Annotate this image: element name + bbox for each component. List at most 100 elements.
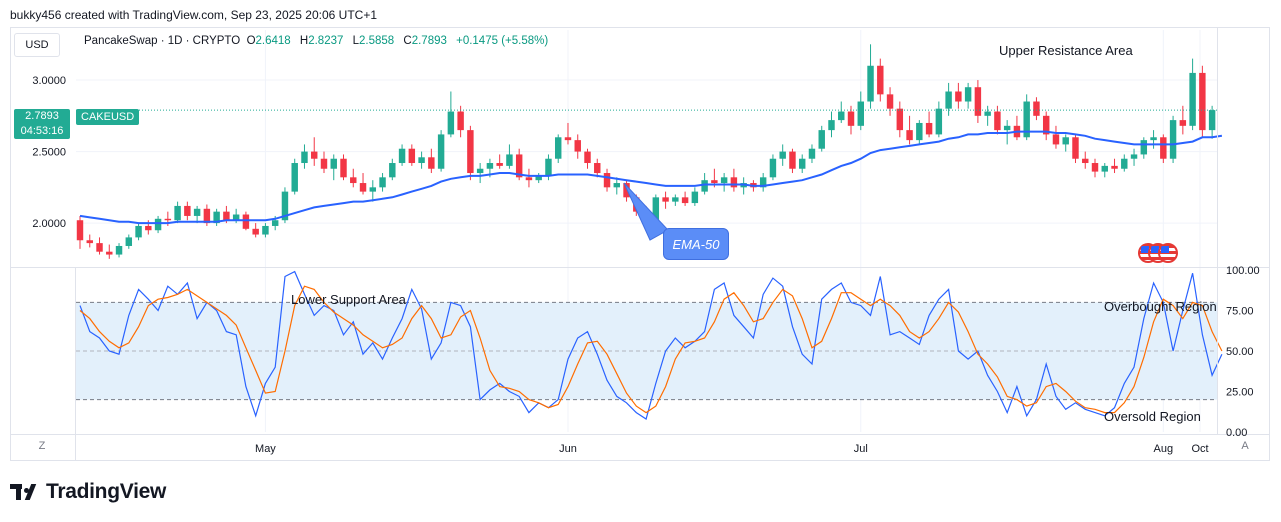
- candle-body: [798, 158, 806, 169]
- candle: [1033, 97, 1040, 121]
- candle-body: [964, 87, 972, 102]
- time-tick-label: Jun: [559, 443, 577, 455]
- candle-body: [1208, 110, 1216, 131]
- events-flags[interactable]: [1138, 243, 1182, 265]
- candle: [106, 244, 113, 259]
- candle: [613, 177, 621, 195]
- candle-body: [379, 177, 386, 188]
- candle-body: [1062, 137, 1069, 145]
- candle-body: [1121, 158, 1128, 169]
- candle-body: [193, 208, 201, 216]
- symbol-legend[interactable]: PancakeSwap · 1D · CRYPTO O2.6418 H2.823…: [84, 35, 554, 47]
- last-price-tag: 2.7893 04:53:16: [14, 109, 70, 139]
- candle: [76, 215, 84, 249]
- candle: [525, 168, 533, 188]
- candle-body: [1169, 120, 1177, 159]
- candle-body: [1179, 120, 1187, 126]
- candle-body: [779, 151, 786, 159]
- oscillator-tick-label: 25.00: [1226, 387, 1254, 399]
- candle: [154, 215, 162, 234]
- candle: [506, 144, 513, 169]
- candle: [369, 180, 377, 202]
- us-flag-icon[interactable]: [1158, 243, 1178, 263]
- candle-body: [311, 151, 318, 159]
- oscillator-line-pct-k: [79, 270, 1223, 420]
- candle-body: [213, 211, 220, 224]
- candle-body: [652, 197, 660, 224]
- candle-body: [437, 134, 445, 169]
- candle: [779, 144, 786, 166]
- candle-body: [330, 158, 337, 169]
- candle-body: [603, 173, 611, 188]
- candle-body: [291, 163, 298, 192]
- candle-body: [623, 183, 630, 198]
- candle-body: [232, 214, 240, 221]
- time-tick-label: May: [255, 443, 276, 455]
- callout-arrow: [623, 182, 669, 241]
- candle: [574, 134, 581, 159]
- candle-body: [1082, 158, 1089, 164]
- oscillator-line-pct-d: [79, 285, 1223, 414]
- candle-body: [681, 197, 689, 204]
- tradingview-logo[interactable]: TradingView: [10, 480, 166, 504]
- candle: [379, 173, 386, 192]
- auto-scale-button[interactable]: A: [1241, 440, 1249, 452]
- candle-body: [916, 122, 923, 141]
- candle-body: [759, 177, 767, 188]
- axes: 3.0000 2.5000 2.0000 100.00 75.00 50.00 25.00 0…: [10, 28, 1270, 460]
- candle-body: [955, 91, 962, 102]
- candle-body: [223, 211, 230, 221]
- candle-body: [808, 148, 816, 159]
- candle-body: [1003, 125, 1011, 131]
- candle: [1042, 111, 1050, 141]
- candle-body: [867, 65, 874, 102]
- candle: [1072, 134, 1079, 164]
- candle-body: [701, 180, 708, 192]
- candle: [925, 111, 933, 138]
- candle: [984, 105, 991, 126]
- candle-body: [359, 183, 367, 192]
- oscillator-tick-label: 0.00: [1226, 427, 1247, 439]
- tradingview-logo-icon: [10, 482, 40, 502]
- change-value: +0.1475 (+5.58%): [456, 35, 549, 47]
- candle-body: [96, 243, 103, 252]
- candle-body: [86, 240, 93, 244]
- candle: [906, 115, 913, 145]
- candle-body: [711, 180, 718, 184]
- zoom-button[interactable]: Z: [38, 440, 46, 452]
- candle-body: [574, 140, 581, 152]
- candle: [974, 80, 982, 123]
- candle-body: [1189, 72, 1196, 126]
- chart-frame[interactable]: [10, 27, 1270, 461]
- candle-body: [535, 175, 542, 181]
- lower-support-label: Lower Support Area: [291, 292, 406, 307]
- candle-body: [1091, 163, 1099, 172]
- candle-body: [906, 130, 913, 141]
- ticker-tag: CAKEUSD: [76, 109, 140, 125]
- candle: [174, 201, 181, 224]
- candle-body: [691, 191, 699, 204]
- candle: [350, 168, 357, 188]
- candle: [877, 58, 884, 102]
- candle-body: [945, 91, 952, 109]
- candle: [916, 120, 923, 145]
- candle-body: [1160, 137, 1167, 159]
- time-tick-label: Oct: [1191, 443, 1208, 455]
- candle-body: [428, 157, 435, 169]
- candle-body: [1130, 154, 1138, 159]
- candle-body: [1101, 165, 1108, 172]
- candle: [535, 173, 542, 184]
- candle-body: [974, 87, 982, 116]
- currency-button[interactable]: USD: [14, 33, 60, 57]
- open-value: 2.6418: [255, 35, 291, 47]
- candle-body: [525, 177, 533, 181]
- candle-body: [457, 111, 464, 131]
- candle: [467, 125, 474, 181]
- candle-body: [818, 130, 825, 149]
- candle: [330, 154, 337, 181]
- candle: [496, 154, 503, 169]
- candle: [1111, 158, 1118, 174]
- ema-50-callout[interactable]: EMA-50: [663, 228, 729, 260]
- candle: [1169, 115, 1177, 164]
